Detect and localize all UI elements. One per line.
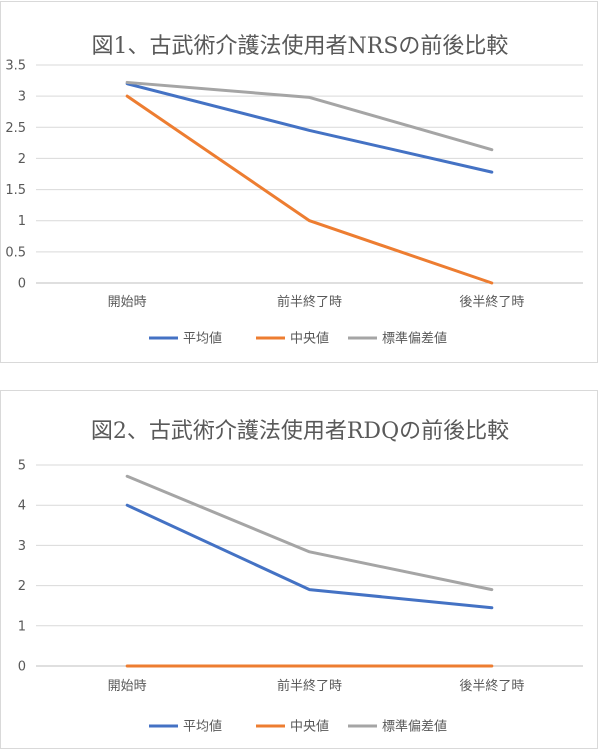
- y-tick-label: 0: [18, 277, 26, 292]
- x-tick-label: 前半終了時: [277, 294, 342, 310]
- chart-title: 図1、古武術介護法使用者NRSの前後比較: [92, 34, 509, 59]
- y-tick-label: 3: [18, 90, 26, 105]
- y-tick-label: 1.5: [5, 183, 26, 198]
- y-tick-label: 1: [18, 214, 26, 229]
- legend-label: 標準偏差値: [382, 719, 447, 735]
- x-tick-label: 後半終了時: [459, 294, 524, 310]
- y-tick-label: 0.5: [5, 245, 26, 260]
- legend-label: 中央値: [290, 331, 329, 347]
- x-tick-label: 開始時: [108, 679, 147, 694]
- legend-label: 標準偏差値: [382, 331, 447, 347]
- legend-label: 中央値: [290, 719, 329, 735]
- chart-rdq-svg: 図2、古武術介護法使用者RDQの前後比較 0 1 2 3 4 5 開始時 前半終了時 後半終了…: [18, 419, 583, 735]
- chart-title: 図2、古武術介護法使用者RDQの前後比較: [91, 419, 509, 444]
- y-tick-label: 2.5: [5, 121, 26, 136]
- series-line: [125, 80, 494, 152]
- y-tick-label: 1: [18, 619, 26, 634]
- chart-nrs: 図1、古武術介護法使用者NRSの前後比較 0 0.5 1 1.5 2 2.5 3 3.5 開始…: [0, 1, 598, 363]
- series-line: [125, 503, 494, 610]
- legend-label: 平均値: [183, 331, 222, 347]
- y-tick-label: 5: [18, 459, 26, 474]
- y-tick-label: 0: [18, 660, 26, 675]
- series-line: [125, 82, 494, 174]
- y-tick-label: 3: [18, 539, 26, 554]
- x-tick-label: 開始時: [108, 295, 147, 310]
- chart-nrs-svg: 図1、古武術介護法使用者NRSの前後比較 0 0.5 1 1.5 2 2.5 3 3.5 開始…: [5, 34, 583, 347]
- y-tick-label: 2: [18, 152, 26, 167]
- legend-label: 平均値: [183, 719, 222, 735]
- series-line: [125, 474, 494, 592]
- x-tick-label: 前半終了時: [277, 678, 342, 694]
- y-tick-label: 3.5: [5, 59, 26, 74]
- y-tick-label: 2: [18, 579, 26, 594]
- x-tick-label: 後半終了時: [459, 678, 524, 694]
- series-line: [125, 94, 494, 285]
- y-tick-label: 4: [18, 499, 26, 514]
- chart-rdq: 図2、古武術介護法使用者RDQの前後比較 0 1 2 3 4 5 開始時 前半終了時 後半終了…: [0, 390, 598, 749]
